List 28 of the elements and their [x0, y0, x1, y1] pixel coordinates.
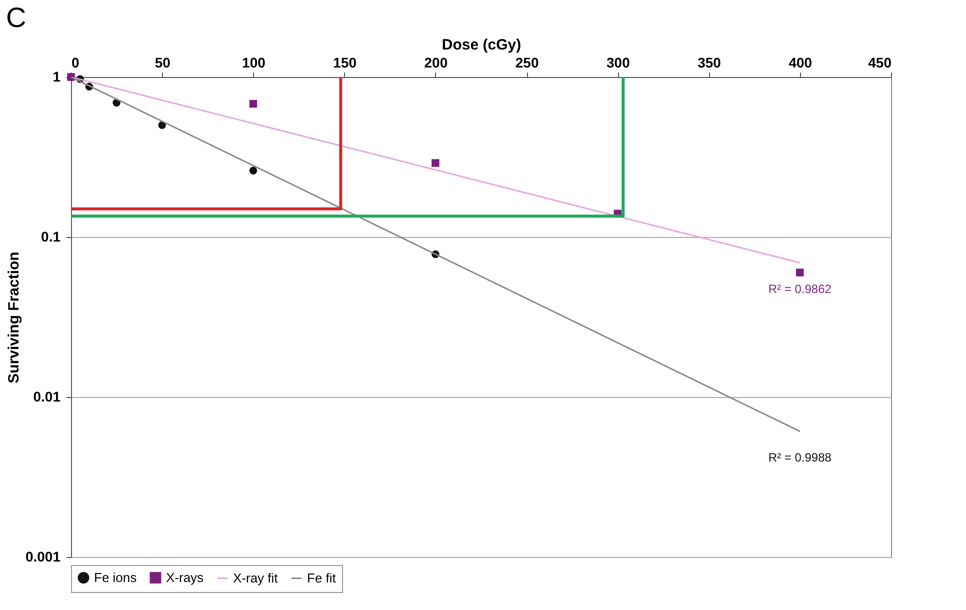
x-tick-label: 400 — [788, 54, 812, 70]
y-tick-label: 0.01 — [33, 388, 61, 404]
point — [796, 268, 804, 276]
annotation: R² = 0.9988 — [768, 450, 832, 464]
x-tick-label: 0 — [72, 54, 80, 70]
point — [249, 166, 258, 174]
point — [432, 159, 440, 167]
y-tick-label: 1 — [52, 68, 61, 84]
annotation: R² = 0.9862 — [768, 282, 832, 296]
x-tick-label: 300 — [606, 54, 630, 70]
point — [158, 121, 166, 130]
legend-label: X-ray fit — [233, 570, 278, 586]
x-tick-label: 100 — [242, 54, 266, 70]
chart-title: C — [6, 2, 26, 33]
x-tick-label: 50 — [154, 54, 171, 70]
x-tick-label: 150 — [333, 54, 357, 70]
legend-label: Fe ions — [94, 570, 138, 585]
x-tick-label: 350 — [698, 54, 722, 70]
point — [249, 100, 258, 108]
y-tick-label: 0.1 — [41, 228, 61, 244]
legend-label: Fe fit — [307, 570, 336, 586]
x-tick-label: 250 — [515, 54, 539, 70]
y-tick-label: 0.001 — [25, 548, 61, 564]
x-tick-label: 450 — [868, 54, 892, 70]
y-axis-title: Surviving Fraction — [5, 252, 22, 384]
x-axis-title: Dose (cGy) — [442, 36, 522, 54]
x-tick-label: 200 — [424, 54, 448, 70]
legend-label: X-rays — [166, 570, 204, 585]
